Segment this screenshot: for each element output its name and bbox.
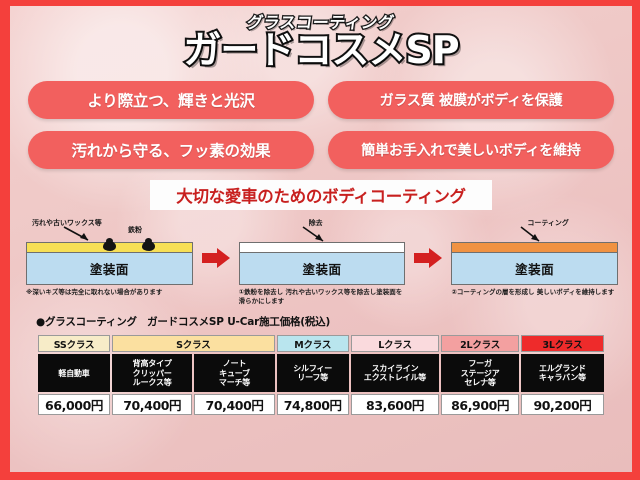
- models-2l: フーガ ステージア セレナ等: [441, 354, 519, 393]
- table-model-row: 軽自動車 背高タイプ クリッパー ルークス等 ノート キューブ マーチ等 シルフィー リー…: [38, 354, 604, 393]
- callout-arrow-coating: [520, 226, 540, 242]
- layer-clean: [238, 241, 406, 252]
- feature-pill-shine: より際立つ、輝きと光沢: [28, 80, 314, 119]
- paint-surface-label: 塗装面: [238, 251, 406, 285]
- models-m: シルフィー リーフ等: [276, 354, 349, 393]
- callout-dirt-wax: 汚れや古いワックス等: [32, 218, 102, 227]
- price-l: 83,600円: [350, 394, 440, 416]
- paint-surface-label: 塗装面: [451, 251, 619, 285]
- layer-stack-cleaned: 塗装面: [238, 241, 406, 285]
- price-table-wrap: SSクラス Sクラス Mクラス Lクラス 2Lクラス 3Lクラス 軽自動車 背高…: [36, 333, 606, 417]
- class-header-m: Mクラス: [276, 335, 349, 353]
- price-3l: 90,200円: [520, 394, 604, 416]
- price-2l: 86,900円: [441, 394, 519, 416]
- iron-blob: [102, 237, 116, 251]
- class-header-s: Sクラス: [112, 335, 275, 353]
- panel3-callouts: コーティング: [443, 218, 626, 242]
- class-header-l: Lクラス: [350, 335, 440, 353]
- product-subtitle: グラスコーティング: [245, 12, 398, 34]
- price-s-note: 70,400円: [194, 394, 275, 416]
- models-s-note: ノート キューブ マーチ等: [194, 354, 275, 393]
- product-title: ガードコスメSP: [181, 28, 461, 72]
- layer-stack-coated: 塗装面: [451, 241, 619, 285]
- feature-pill-maintain: 簡単お手入れで美しいボディを維持: [328, 130, 614, 169]
- panel2-note: ①鉄粉を除去し 汚れや古いワックス等を除去し塗装面を滑らかにします: [238, 287, 403, 305]
- diagram-panel-before: 汚れや古いワックス等 鉄粉 塗装面 ※深いキズ等は完全に取れない場合があります: [18, 218, 201, 297]
- price-s-tall: 70,400円: [112, 394, 193, 416]
- panel3-note: ②コーティングの層を形成し 美しいボディを維持します: [451, 287, 615, 296]
- class-header-ss: SSクラス: [38, 335, 111, 353]
- process-diagram: 汚れや古いワックス等 鉄粉 塗装面 ※深いキズ等は完全に取れない場合があります: [18, 218, 626, 306]
- process-arrow-1: [201, 218, 231, 268]
- callout-arrow-dirt-wax: [63, 226, 89, 241]
- panel2-callouts: 除去: [231, 218, 414, 242]
- diagram-panel-coated: コーティング 塗装面 ②コーティングの層を形成し 美しいボディを維持します: [443, 218, 626, 297]
- diagram-panel-cleaned: 除去 塗装面 ①鉄粉を除去し 汚れや古いワックス等を除去し塗装面を滑らかにします: [231, 218, 414, 306]
- feature-pill-fluorine: 汚れから守る、フッ素の効果: [28, 130, 314, 169]
- table-header-row: SSクラス Sクラス Mクラス Lクラス 2Lクラス 3Lクラス: [38, 335, 604, 353]
- layer-dirt: [26, 237, 193, 252]
- price-table: SSクラス Sクラス Mクラス Lクラス 2Lクラス 3Lクラス 軽自動車 背高…: [36, 333, 606, 417]
- models-l: スカイライン エクストレイル等: [350, 354, 440, 393]
- callout-arrow-removal: [302, 226, 324, 242]
- table-price-row: 66,000円 70,400円 70,400円 74,800円 83,600円 …: [38, 394, 604, 416]
- process-arrow-2: [413, 218, 443, 268]
- price-m: 74,800円: [276, 394, 349, 416]
- class-header-2l: 2Lクラス: [441, 335, 519, 353]
- class-header-3l: 3Lクラス: [520, 335, 604, 353]
- price-table-heading: ●グラスコーティング ガードコスメSP U-Car施工価格(税込): [36, 316, 331, 329]
- panel1-callouts: 汚れや古いワックス等 鉄粉: [18, 218, 201, 242]
- layer-stack-before: 塗装面: [26, 237, 193, 285]
- callout-iron-powder: 鉄粉: [128, 225, 142, 234]
- models-ss: 軽自動車: [38, 354, 111, 393]
- layer-coating: [451, 241, 619, 252]
- section-banner: 大切な愛車のためのボディコーティング: [150, 179, 492, 210]
- feature-list: より際立つ、輝きと光沢 ガラス質 被膜がボディを保護 汚れから守る、フッ素の効果…: [28, 80, 614, 169]
- paint-surface-label: 塗装面: [26, 251, 193, 285]
- panel1-note: ※深いキズ等は完全に取れない場合があります: [26, 287, 163, 296]
- callout-coating: コーティング: [527, 218, 569, 227]
- models-3l: エルグランド キャラバン等: [520, 354, 604, 393]
- iron-blob: [142, 237, 156, 251]
- banner-row: 大切な愛車のためのボディコーティング: [10, 179, 632, 210]
- callout-removal: 除去: [308, 218, 323, 227]
- models-s-tall: 背高タイプ クリッパー ルークス等: [112, 354, 193, 393]
- feature-pill-protect: ガラス質 被膜がボディを保護: [328, 80, 614, 119]
- price-ss: 66,000円: [38, 394, 111, 416]
- right-arrow-icon: [414, 247, 443, 268]
- right-arrow-icon: [201, 247, 230, 268]
- header: グラスコーティング ガードコスメSP: [10, 6, 632, 72]
- poster-inner: グラスコーティング ガードコスメSP より際立つ、輝きと光沢 ガラス質 被膜がボ…: [10, 6, 632, 472]
